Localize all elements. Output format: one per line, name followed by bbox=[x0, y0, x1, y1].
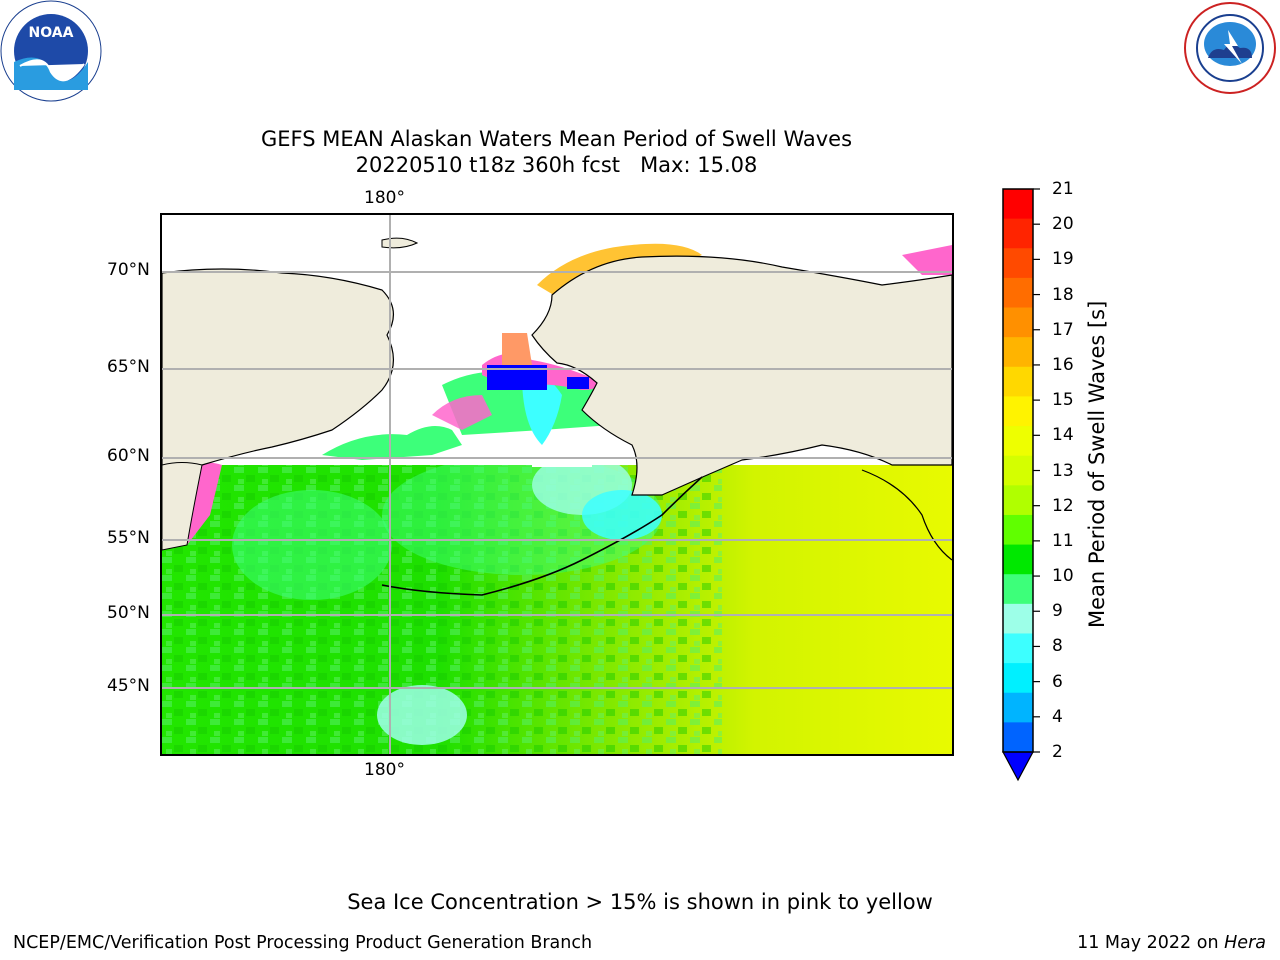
sea-ice bbox=[502, 333, 532, 365]
lat-label-45: 45°N bbox=[107, 676, 150, 696]
colorbar-segment bbox=[1003, 603, 1033, 634]
no-data-area bbox=[532, 455, 592, 467]
issued-date: 11 May 2022 on Hera bbox=[1077, 933, 1266, 953]
max-label: Max: 15.08 bbox=[640, 153, 758, 177]
nws-logo bbox=[1180, 0, 1280, 100]
colorbar-tick-label: 9 bbox=[1052, 601, 1063, 622]
colorbar-segment bbox=[1003, 337, 1033, 368]
forecast-label: 20220510 t18z 360h fcst bbox=[355, 153, 621, 177]
colorbar-tick-label: 10 bbox=[1052, 566, 1074, 587]
colorbar-segment bbox=[1003, 514, 1033, 546]
colorbar-tick-label: 21 bbox=[1052, 179, 1074, 199]
colorbar-segment bbox=[1003, 544, 1033, 575]
colorbar-tick-label: 6 bbox=[1052, 671, 1063, 692]
colorbar-segment bbox=[1003, 633, 1033, 664]
colorbar-tick-label: 2 bbox=[1052, 742, 1063, 762]
graticule bbox=[162, 215, 952, 754]
lat-label-60: 60°N bbox=[107, 446, 150, 466]
colorbar-tick-label: 14 bbox=[1052, 425, 1074, 446]
colorbar-segment bbox=[1003, 426, 1033, 457]
chart-title-line1: GEFS MEAN Alaskan Waters Mean Period of … bbox=[260, 127, 853, 151]
no-data-area bbox=[722, 455, 952, 465]
colorbar-segment bbox=[1003, 663, 1033, 694]
colorbar-tick-label: 18 bbox=[1052, 284, 1074, 305]
southeast-alaska-coast bbox=[861, 469, 952, 561]
colorbar-segment bbox=[1003, 307, 1033, 338]
sea-ice bbox=[567, 377, 589, 389]
colorbar-tick-label: 19 bbox=[1052, 249, 1074, 270]
issued-date-text: 11 May 2022 on bbox=[1077, 933, 1219, 953]
colorbar-tick-label: 11 bbox=[1052, 530, 1074, 551]
colorbar-svg bbox=[1001, 188, 1040, 782]
lon-label-bottom: 180° bbox=[364, 760, 405, 780]
colorbar-title: Mean Period of Swell Waves [s] bbox=[1085, 300, 1109, 628]
lat-label-65: 65°N bbox=[107, 357, 150, 377]
lat-label-55: 55°N bbox=[107, 528, 150, 548]
colorbar-segment bbox=[1003, 277, 1033, 309]
lat-label-70: 70°N bbox=[107, 260, 150, 280]
colorbar bbox=[1000, 186, 1060, 786]
sea-ice bbox=[432, 395, 492, 430]
colorbar-segment bbox=[1003, 366, 1033, 397]
bering-shelf bbox=[522, 372, 562, 445]
colorbar-segment bbox=[1003, 722, 1033, 753]
colorbar-segment bbox=[1003, 455, 1033, 486]
swell-patch bbox=[232, 490, 392, 600]
swell-patch bbox=[377, 685, 467, 745]
colorbar-tick-labels: 21 20 19 18 17 16 15 14 13 12 11 10 9 8 6 4 2 bbox=[1052, 179, 1092, 786]
machine-name: Hera bbox=[1224, 933, 1266, 953]
aleutian-chain bbox=[381, 476, 703, 596]
noaa-logo: NOAA bbox=[0, 0, 102, 102]
map-canvas bbox=[162, 215, 952, 754]
sea-ice-note: Sea Ice Concentration > 15% is shown in … bbox=[347, 890, 933, 914]
colorbar-segment bbox=[1003, 396, 1033, 427]
colorbar-segment bbox=[1003, 218, 1033, 249]
swell-period-map bbox=[160, 213, 954, 756]
colorbar-tick-label: 4 bbox=[1052, 706, 1063, 727]
colorbar-segment bbox=[1003, 485, 1033, 516]
lat-label-50: 50°N bbox=[107, 603, 150, 623]
colorbar-tick-label: 20 bbox=[1052, 214, 1074, 235]
colorbar-segment bbox=[1003, 574, 1033, 605]
colorbar-extend-arrow bbox=[1001, 751, 1035, 782]
colorbar-tick-label: 15 bbox=[1052, 390, 1074, 411]
colorbar-tick-label: 13 bbox=[1052, 460, 1074, 481]
sea-ice bbox=[902, 245, 952, 275]
colorbar-segment bbox=[1003, 692, 1033, 723]
colorbar-tick-label: 12 bbox=[1052, 495, 1074, 516]
swell-patch bbox=[582, 490, 662, 540]
chart-title-line2: 20220510 t18z 360h fcst Max: 15.08 bbox=[0, 153, 1113, 177]
colorbar-segment bbox=[1003, 248, 1033, 279]
colorbar-tick-label: 16 bbox=[1052, 354, 1074, 375]
lon-label-top: 180° bbox=[364, 188, 405, 208]
kamchatka-land bbox=[162, 462, 203, 551]
colorbar-segment bbox=[1003, 189, 1033, 220]
credit-line: NCEP/EMC/Verification Post Processing Pr… bbox=[13, 933, 593, 953]
colorbar-tick-label: 8 bbox=[1052, 636, 1063, 657]
colorbar-tick-label: 17 bbox=[1052, 319, 1074, 340]
bering-shelf bbox=[322, 426, 462, 460]
noaa-wordmark: NOAA bbox=[29, 25, 74, 41]
